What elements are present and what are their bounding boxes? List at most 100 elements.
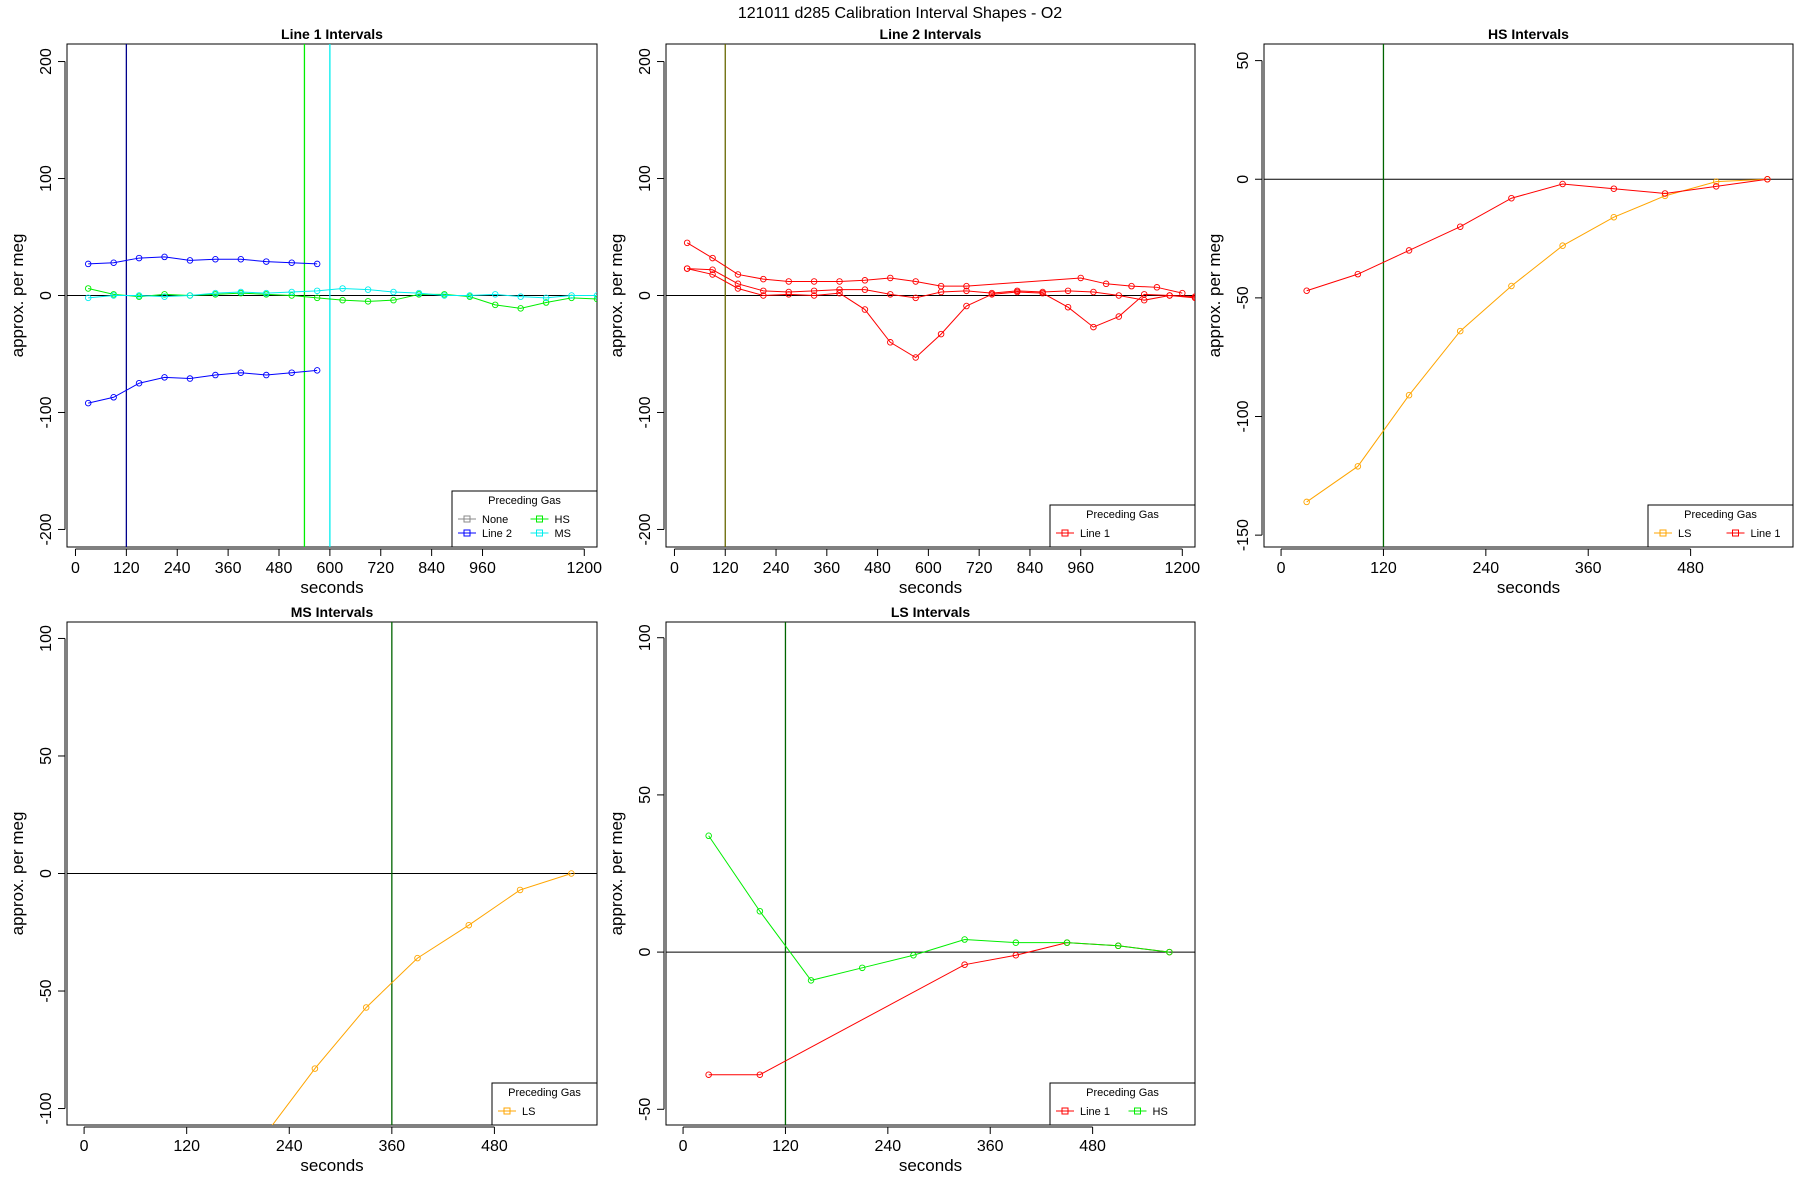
legend-entry: Line 2 <box>482 528 512 540</box>
chart-title: HS Intervals <box>1488 26 1569 42</box>
data-point <box>785 278 792 285</box>
data-point <box>161 253 168 261</box>
y-tick-label: 0 <box>1235 175 1252 184</box>
legend-entry: MS <box>555 528 572 540</box>
y-tick-label: -50 <box>38 979 55 1002</box>
legend-swatch-marker <box>463 515 471 523</box>
series-line <box>687 268 1195 301</box>
data-point <box>961 936 968 943</box>
data-point <box>186 375 194 382</box>
series-line <box>1306 178 1768 292</box>
plot-area <box>666 44 1195 547</box>
y-tick-label: 100 <box>38 625 55 652</box>
data-point <box>1012 951 1020 959</box>
data-point <box>110 292 117 299</box>
x-tick-label: 960 <box>1067 560 1094 577</box>
series-line <box>88 287 597 309</box>
series <box>1303 175 1771 506</box>
data-point <box>810 278 818 285</box>
data-point <box>810 292 818 299</box>
series-line <box>88 256 318 265</box>
data-point <box>756 1071 764 1078</box>
data-point <box>1610 213 1618 221</box>
data-point <box>415 289 423 297</box>
data-point <box>212 255 219 263</box>
data-point <box>237 369 245 376</box>
x-tick-label: 120 <box>173 1138 200 1155</box>
data-point <box>887 291 894 298</box>
x-tick-label: 480 <box>864 560 891 577</box>
panels: Line 1 Intervals 0 120 240 360 480 600 720 840 96… <box>8 26 1794 1175</box>
data-point <box>263 258 270 265</box>
figure-title: 121011 d285 Calibration Interval Shapes … <box>738 5 1062 22</box>
data-point <box>313 260 321 268</box>
y-tick-label: -50 <box>1235 286 1252 309</box>
series-line <box>686 242 1183 294</box>
data-point <box>364 286 372 293</box>
legend-swatch-marker <box>503 1107 511 1115</box>
chart-panel: LS Intervals 0 120 240 360 480 -50 0 50 100 second… <box>607 604 1196 1175</box>
data-point <box>84 294 92 302</box>
x-tick-label: 1200 <box>1165 560 1201 577</box>
data-point <box>912 354 919 361</box>
x-tick-label: 360 <box>215 560 242 577</box>
legend-swatch-marker <box>1061 1107 1069 1115</box>
data-point <box>1166 292 1173 299</box>
data-point <box>887 339 894 346</box>
x-tick-label: 360 <box>813 560 840 577</box>
data-point <box>1077 274 1084 282</box>
data-point <box>760 275 767 283</box>
data-point <box>836 286 843 293</box>
y-tick-label: 0 <box>637 948 654 957</box>
data-point <box>84 260 92 268</box>
chart-title: LS Intervals <box>891 604 971 620</box>
data-point <box>110 394 117 401</box>
x-tick-label: 0 <box>670 560 679 577</box>
data-point <box>734 280 742 288</box>
series-line <box>708 835 1170 981</box>
data-point <box>237 255 245 263</box>
x-tick-label: 480 <box>266 560 293 577</box>
data-point <box>465 921 473 929</box>
data-point <box>1508 194 1515 202</box>
series-line <box>1306 178 1768 503</box>
data-point <box>760 287 767 295</box>
data-point <box>1039 289 1046 297</box>
x-tick-label: 600 <box>915 560 942 577</box>
legend: Preceding Gas Line 1 HS <box>1049 1082 1196 1126</box>
legend-entry: LS <box>1678 528 1691 540</box>
chart-title: Line 2 Intervals <box>880 26 982 42</box>
plot-frame <box>1263 43 1794 548</box>
x-tick-label: 840 <box>1017 560 1044 577</box>
series-line <box>88 369 318 404</box>
data-point <box>937 330 945 338</box>
data-point <box>1191 293 1195 300</box>
data-point <box>961 961 968 968</box>
data-point <box>887 274 894 282</box>
x-tick-label: 240 <box>763 560 790 577</box>
series <box>271 870 575 1125</box>
x-tick-label: 240 <box>874 1138 901 1155</box>
data-point <box>1140 291 1148 298</box>
data-point <box>709 271 716 278</box>
legend-swatch-marker <box>1732 529 1739 537</box>
series-line <box>708 942 1170 1076</box>
data-point <box>339 296 346 304</box>
data-point <box>1405 391 1413 399</box>
x-tick-label: 360 <box>1575 560 1602 577</box>
data-point <box>135 292 143 299</box>
data-point <box>836 289 843 297</box>
data-point <box>311 1065 319 1072</box>
x-tick-label: 0 <box>679 1138 688 1155</box>
data-point <box>110 259 117 266</box>
data-point <box>1712 183 1720 190</box>
data-point <box>705 832 712 840</box>
series-line <box>271 873 572 1125</box>
x-tick-label: 240 <box>164 560 191 577</box>
data-point <box>288 259 295 266</box>
data-point <box>517 305 524 312</box>
data-point <box>1508 282 1515 290</box>
data-point <box>1559 242 1566 249</box>
data-point <box>441 292 448 299</box>
legend: Preceding Gas LS Line 1 <box>1647 504 1794 548</box>
